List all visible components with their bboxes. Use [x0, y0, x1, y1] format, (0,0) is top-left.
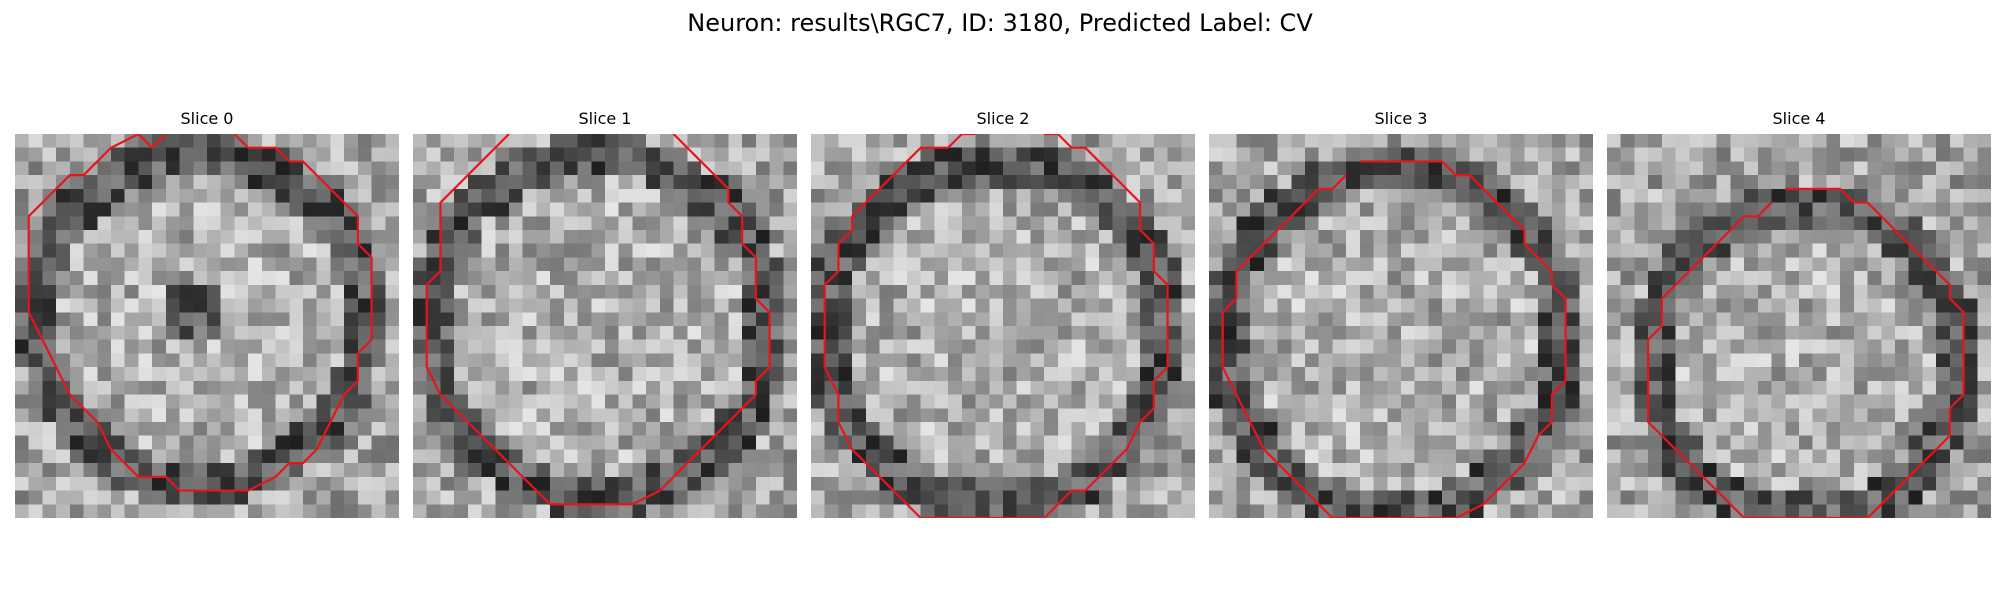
panel-title: Slice 2 — [976, 109, 1030, 128]
figure-title: Neuron: results\RGC7, ID: 3180, Predicte… — [687, 9, 1313, 37]
contour-line — [1221, 160, 1567, 518]
grayscale-neuron-image — [15, 134, 399, 518]
contour-line — [425, 134, 771, 506]
contour-line — [1647, 187, 1965, 518]
grayscale-neuron-image — [1607, 134, 1991, 518]
panel-title: Slice 4 — [1772, 109, 1826, 128]
contour-line — [823, 134, 1169, 518]
contour-line — [27, 134, 373, 492]
panel-title: Slice 1 — [578, 109, 632, 128]
grayscale-neuron-image — [811, 134, 1195, 518]
grayscale-neuron-image — [413, 134, 797, 518]
panel-title: Slice 3 — [1374, 109, 1428, 128]
panel-title: Slice 0 — [180, 109, 234, 128]
grayscale-neuron-image — [1209, 134, 1593, 518]
